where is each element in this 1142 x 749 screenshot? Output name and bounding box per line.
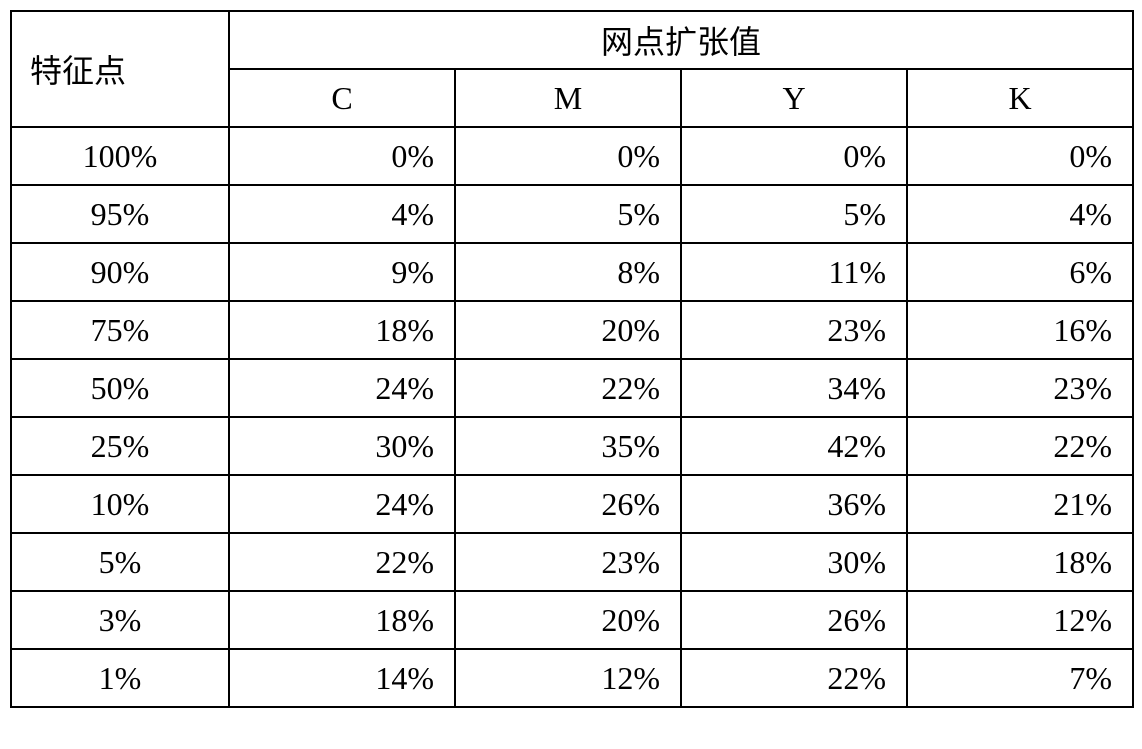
cell-feature: 1% [11, 649, 229, 707]
table-row: 25% 30% 35% 42% 22% [11, 417, 1133, 475]
cell-feature: 95% [11, 185, 229, 243]
cell-c: 22% [229, 533, 455, 591]
table-row: 95% 4% 5% 5% 4% [11, 185, 1133, 243]
cell-y: 23% [681, 301, 907, 359]
cell-m: 20% [455, 301, 681, 359]
cell-y: 34% [681, 359, 907, 417]
table-row: 10% 24% 26% 36% 21% [11, 475, 1133, 533]
cell-k: 0% [907, 127, 1133, 185]
cell-y: 30% [681, 533, 907, 591]
header-channel-y: Y [681, 69, 907, 127]
header-dot-gain: 网点扩张值 [229, 11, 1133, 69]
table-row: 100% 0% 0% 0% 0% [11, 127, 1133, 185]
cell-y: 36% [681, 475, 907, 533]
cell-c: 24% [229, 359, 455, 417]
cell-feature: 3% [11, 591, 229, 649]
cell-y: 42% [681, 417, 907, 475]
header-channel-m: M [455, 69, 681, 127]
cell-m: 8% [455, 243, 681, 301]
cell-k: 7% [907, 649, 1133, 707]
cell-k: 6% [907, 243, 1133, 301]
cell-feature: 50% [11, 359, 229, 417]
table-row: 1% 14% 12% 22% 7% [11, 649, 1133, 707]
cell-k: 22% [907, 417, 1133, 475]
cell-y: 22% [681, 649, 907, 707]
cell-c: 4% [229, 185, 455, 243]
cell-c: 18% [229, 301, 455, 359]
cell-y: 0% [681, 127, 907, 185]
table-body: 100% 0% 0% 0% 0% 95% 4% 5% 5% 4% 90% 9% … [11, 127, 1133, 707]
table-row: 5% 22% 23% 30% 18% [11, 533, 1133, 591]
cell-y: 11% [681, 243, 907, 301]
table-row: 90% 9% 8% 11% 6% [11, 243, 1133, 301]
cell-c: 30% [229, 417, 455, 475]
cell-m: 12% [455, 649, 681, 707]
cell-feature: 25% [11, 417, 229, 475]
cell-c: 24% [229, 475, 455, 533]
cell-c: 0% [229, 127, 455, 185]
header-feature-point: 特征点 [11, 11, 229, 127]
cell-m: 20% [455, 591, 681, 649]
cell-k: 18% [907, 533, 1133, 591]
cell-k: 16% [907, 301, 1133, 359]
cell-y: 5% [681, 185, 907, 243]
cell-k: 23% [907, 359, 1133, 417]
cell-m: 35% [455, 417, 681, 475]
cell-feature: 10% [11, 475, 229, 533]
cell-feature: 100% [11, 127, 229, 185]
cell-c: 14% [229, 649, 455, 707]
table-row: 75% 18% 20% 23% 16% [11, 301, 1133, 359]
cell-c: 18% [229, 591, 455, 649]
cell-feature: 75% [11, 301, 229, 359]
cell-feature: 5% [11, 533, 229, 591]
cell-k: 4% [907, 185, 1133, 243]
cell-m: 22% [455, 359, 681, 417]
dot-gain-table: 特征点 网点扩张值 C M Y K 100% 0% 0% 0% 0% 95% 4… [10, 10, 1134, 708]
header-channel-c: C [229, 69, 455, 127]
cell-y: 26% [681, 591, 907, 649]
cell-k: 12% [907, 591, 1133, 649]
cell-feature: 90% [11, 243, 229, 301]
cell-m: 26% [455, 475, 681, 533]
cell-m: 23% [455, 533, 681, 591]
header-row-1: 特征点 网点扩张值 [11, 11, 1133, 69]
cell-k: 21% [907, 475, 1133, 533]
table-row: 50% 24% 22% 34% 23% [11, 359, 1133, 417]
cell-m: 5% [455, 185, 681, 243]
cell-c: 9% [229, 243, 455, 301]
header-channel-k: K [907, 69, 1133, 127]
cell-m: 0% [455, 127, 681, 185]
table-row: 3% 18% 20% 26% 12% [11, 591, 1133, 649]
